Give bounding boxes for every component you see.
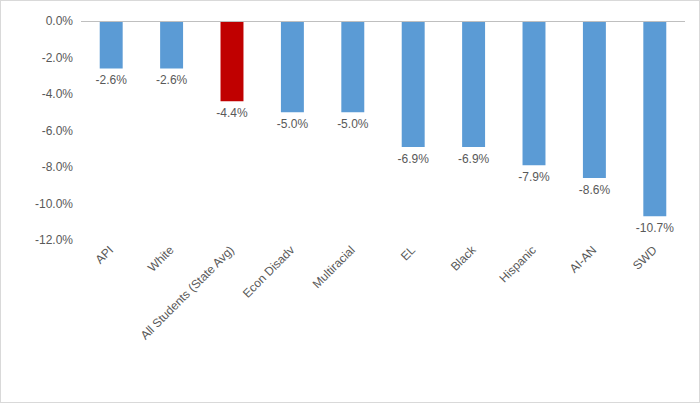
svg-text:Black: Black (448, 242, 479, 273)
svg-text:All Students (State Avg): All Students (State Avg) (138, 243, 237, 342)
svg-text:API: API (93, 243, 117, 267)
svg-text:AI-AN: AI-AN (567, 243, 600, 276)
svg-text:-4.0%: -4.0% (42, 87, 74, 101)
svg-text:-7.9%: -7.9% (518, 170, 550, 184)
svg-text:-6.0%: -6.0% (42, 124, 74, 138)
svg-text:-10.0%: -10.0% (35, 197, 73, 211)
svg-text:-5.0%: -5.0% (277, 117, 309, 131)
svg-text:Multiracial: Multiracial (310, 243, 358, 291)
svg-text:-8.0%: -8.0% (42, 160, 74, 174)
svg-text:-8.6%: -8.6% (579, 183, 611, 197)
svg-text:-5.0%: -5.0% (337, 117, 369, 131)
svg-text:-2.0%: -2.0% (42, 51, 74, 65)
svg-text:Econ Disadv: Econ Disadv (240, 243, 297, 300)
svg-text:-6.9%: -6.9% (398, 152, 430, 166)
svg-text:-2.6%: -2.6% (96, 73, 128, 87)
svg-text:-4.4%: -4.4% (216, 106, 248, 120)
svg-text:EL: EL (398, 243, 419, 264)
svg-text:-10.7%: -10.7% (636, 221, 674, 235)
svg-text:-2.6%: -2.6% (156, 73, 188, 87)
svg-text:-6.9%: -6.9% (458, 152, 490, 166)
svg-text:0.0%: 0.0% (46, 14, 74, 28)
svg-text:-12.0%: -12.0% (35, 233, 73, 247)
svg-text:SWD: SWD (630, 243, 660, 273)
svg-text:Hispanic: Hispanic (497, 243, 539, 285)
svg-text:White: White (145, 243, 177, 275)
